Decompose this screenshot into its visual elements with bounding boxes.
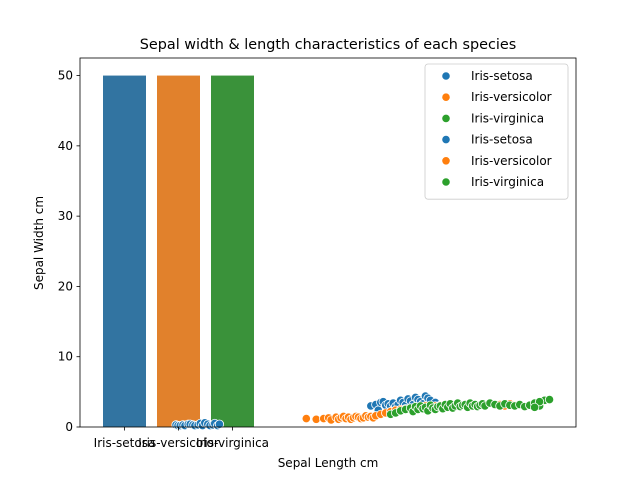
legend-label: Iris-versicolor (471, 90, 552, 104)
legend-marker (441, 135, 451, 145)
x-tick-label: Iris-setosa (94, 436, 156, 450)
legend-marker (441, 113, 451, 124)
y-axis: 0 10 20 30 40 50 (58, 69, 80, 434)
legend-marker (441, 92, 451, 102)
y-tick-label: 20 (58, 279, 73, 293)
bar-iris-virginica (211, 75, 254, 428)
y-tick-label: 40 (58, 139, 73, 153)
y-tick-label: 30 (58, 209, 73, 223)
legend-label: Iris-setosa (471, 69, 533, 83)
plot-frame (79, 57, 577, 428)
y-axis-label: Sepal Width cm (32, 196, 46, 290)
legend-label: Iris-setosa (471, 133, 533, 147)
x-tick-label: Iris-virginica (196, 436, 269, 450)
legend-marker (441, 71, 451, 81)
legend-label: Iris-virginica (471, 175, 544, 189)
plot-area (79, 57, 577, 431)
legend-label: Iris-versicolor (471, 154, 552, 168)
point-iris-virginica (544, 394, 555, 405)
bar-iris-versicolor (157, 75, 200, 428)
legend-marker (441, 177, 451, 187)
x-tick-label: Iris-versicolor (138, 436, 219, 450)
point-iris-setosa (214, 419, 225, 429)
bar-iris-setosa (103, 75, 146, 428)
legend: Iris-setosa Iris-versicolor Iris-virginica… (424, 63, 569, 200)
legend-marker (441, 156, 451, 166)
legend-box (424, 63, 569, 200)
point-iris-versicolor (301, 413, 311, 424)
y-tick-label: 50 (58, 69, 73, 83)
legend-label: Iris-virginica (471, 111, 544, 125)
y-tick-label: 10 (58, 350, 73, 364)
y-tick-label: 0 (65, 420, 73, 434)
x-axis-label: Sepal Length cm (278, 456, 379, 470)
point-iris-virginica (530, 402, 540, 412)
chart-title: Sepal width & length characteristics of … (140, 37, 517, 53)
